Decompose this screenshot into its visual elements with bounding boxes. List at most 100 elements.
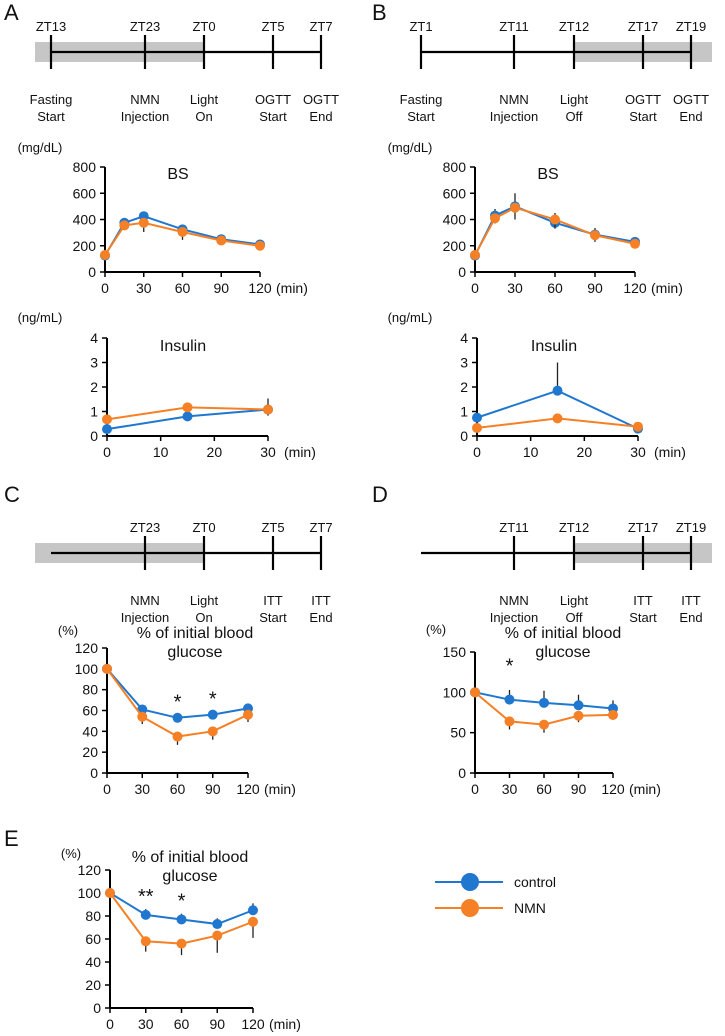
- x-axis-unit: (min): [276, 280, 308, 296]
- data-point: [140, 936, 151, 947]
- y-tick-label: 400: [443, 212, 467, 228]
- y-tick-label: 600: [73, 185, 97, 201]
- data-point: [490, 213, 500, 224]
- x-tick-label: 30: [136, 280, 152, 296]
- timeline-event-label: ITT: [311, 593, 331, 608]
- x-tick-label: 90: [209, 1016, 225, 1032]
- series-nmn: [470, 687, 618, 733]
- x-tick-label: 120: [241, 1016, 265, 1032]
- y-tick-label: 0: [90, 428, 98, 444]
- data-point: [550, 214, 560, 225]
- series-nmn: [102, 402, 273, 425]
- x-tick-label: 120: [248, 280, 272, 296]
- x-tick-label: 30: [507, 280, 523, 296]
- timeline-zt-label: ZT12: [559, 19, 589, 34]
- y-tick-label: 3: [460, 355, 468, 371]
- significance-marker: **: [138, 886, 154, 908]
- x-tick-label: 90: [571, 781, 587, 797]
- timeline-event-label: OGTT: [255, 92, 291, 107]
- x-axis-unit: (min): [264, 781, 296, 797]
- x-axis-unit: (min): [269, 1016, 301, 1032]
- y-tick-label: 60: [85, 931, 101, 947]
- timeline-event-label: End: [679, 109, 702, 124]
- timeline-event-label: Start: [37, 109, 65, 124]
- data-point: [552, 413, 563, 424]
- x-tick-label: 60: [547, 280, 563, 296]
- data-point: [207, 709, 218, 720]
- y-tick-label: 80: [85, 908, 101, 924]
- timeline-event-label: End: [679, 610, 702, 625]
- data-point: [504, 716, 515, 727]
- timeline-zt-label: ZT12: [559, 520, 589, 535]
- y-tick-label: 20: [85, 977, 101, 993]
- x-tick-label: 30: [138, 1016, 154, 1032]
- x-axis-unit: (min): [284, 444, 316, 460]
- series-nmn: [100, 217, 265, 260]
- series-line: [474, 206, 636, 256]
- x-tick-label: 60: [174, 1016, 190, 1032]
- y-axis-unit: (mg/dL): [388, 140, 433, 155]
- timeline-event-label: Light: [190, 593, 219, 608]
- chart-a-bs: 0 200 400 600 800 0 30 60 90 120 (min) (mg/dL) BS: [18, 140, 308, 296]
- significance-marker: *: [506, 656, 514, 678]
- timeline-zt-label: ZT13: [36, 19, 66, 34]
- timeline-event-label: Off: [565, 610, 582, 625]
- timeline-event-label: Injection: [121, 610, 169, 625]
- x-tick-label: 0: [103, 781, 111, 797]
- data-point: [243, 709, 253, 720]
- y-tick-label: 2: [90, 379, 98, 395]
- data-point: [255, 240, 265, 251]
- y-axis-unit: (mg/dL): [18, 140, 63, 155]
- timeline-event-label: Injection: [490, 610, 538, 625]
- x-tick-label: 60: [175, 280, 191, 296]
- chart-title-line1: % of initial blood: [132, 849, 249, 866]
- y-tick-label: 800: [443, 159, 467, 175]
- timeline-event-label: On: [195, 610, 212, 625]
- timeline-event-label: End: [309, 109, 332, 124]
- series-nmn: [472, 413, 643, 433]
- data-point: [263, 404, 273, 415]
- timeline-event-label: End: [309, 610, 332, 625]
- legend-item-nmn: NMN: [435, 899, 546, 917]
- x-axis-unit: (min): [651, 280, 683, 296]
- y-tick-label: 100: [78, 885, 102, 901]
- series-control: [472, 362, 643, 434]
- chart-title-line1: % of initial blood: [137, 625, 254, 642]
- legend: control NMN: [435, 873, 556, 917]
- legend-marker: [461, 873, 479, 891]
- data-point: [176, 938, 187, 949]
- significance-marker: *: [178, 891, 186, 913]
- chart-d-itt: 0 50 100 150 0 30 60 90 120 (min) (%) % of initial …: [426, 622, 661, 797]
- data-point: [137, 711, 148, 722]
- data-point: [182, 402, 193, 413]
- series-nmn: [470, 202, 640, 260]
- timeline-zt-label: ZT0: [192, 19, 215, 34]
- chart-title-line2: glucose: [535, 644, 590, 661]
- x-tick-label: 120: [236, 781, 260, 797]
- data-point: [248, 905, 258, 916]
- y-tick-label: 0: [458, 765, 466, 781]
- x-tick-label: 30: [134, 781, 150, 797]
- series-nmn: [102, 663, 253, 745]
- timeline-zt-label: ZT23: [130, 19, 160, 34]
- data-point: [140, 909, 151, 920]
- data-point: [608, 709, 618, 720]
- timeline-event-label: NMN: [499, 92, 529, 107]
- timeline-event-label: Fasting: [400, 92, 443, 107]
- timeline-event-label: Start: [259, 610, 287, 625]
- timeline-event-label: Injection: [121, 109, 169, 124]
- data-point: [182, 411, 193, 422]
- x-tick-label: 30: [630, 444, 646, 460]
- y-tick-label: 400: [73, 212, 97, 228]
- timeline-b: ZT1 Fasting Start ZT11 NMN Injection ZT12 Light…: [400, 19, 712, 124]
- timeline-c: ZT23 NMN Injection ZT0 Light On ZT5 ITT Start ZT7…: [35, 520, 333, 625]
- timeline-event-label: ITT: [681, 593, 701, 608]
- data-point: [172, 731, 183, 742]
- x-tick-label: 10: [523, 444, 539, 460]
- timeline-event-label: Start: [407, 109, 435, 124]
- data-point: [510, 202, 520, 213]
- data-point: [176, 914, 187, 925]
- data-point: [102, 424, 112, 435]
- chart-a-ins: 0 1 2 3 4 0 10 20 30 (min) (ng/mL) Insulin: [18, 310, 316, 460]
